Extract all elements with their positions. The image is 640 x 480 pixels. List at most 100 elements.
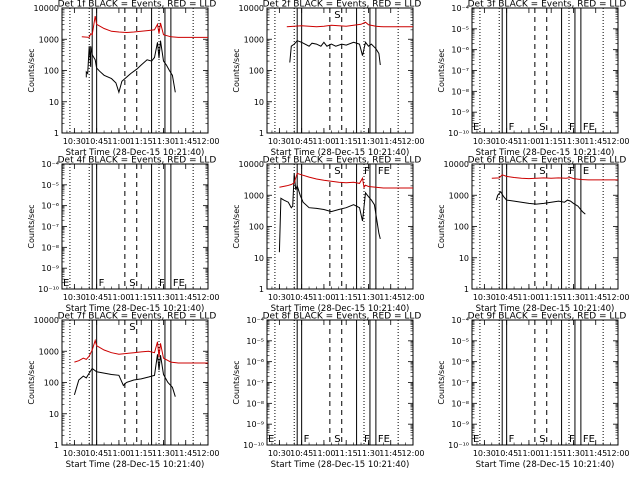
x-tick-label: 11:00 [107, 293, 130, 302]
event-mark-label: S [129, 278, 135, 289]
x-axis-label: Start Time (28-Dec-15 10:21:40) [476, 460, 615, 470]
y-tick-label: 1 [259, 129, 264, 138]
x-tick-label: 11:45 [379, 137, 402, 146]
x-tick-label: 10:30 [268, 137, 291, 146]
x-tick-label: 11:00 [312, 449, 335, 458]
y-tick-label: 100 [44, 67, 59, 76]
x-tick-label: 11:15 [540, 293, 563, 302]
x-tick-label: 11:30 [152, 449, 175, 458]
y-axis-label: Counts/sec [27, 204, 36, 248]
x-axis-label: Start Time (28-Dec-15 10:21:40) [271, 304, 410, 314]
y-tick-label: 10⁻⁵ [246, 337, 264, 346]
event-mark-label: E [268, 434, 274, 445]
event-mark-label: S [129, 322, 135, 333]
y-tick-label: 1 [54, 441, 59, 450]
event-mark-label: FE [378, 166, 390, 177]
event-mark-label: F [569, 166, 575, 177]
y-tick-label: 10⁻⁵ [451, 25, 469, 34]
x-tick-label: 11:00 [312, 137, 335, 146]
y-tick-label: 10⁻⁷ [451, 379, 469, 388]
x-tick-label: 10:30 [268, 449, 291, 458]
x-tick-label: 10:45 [290, 449, 313, 458]
y-tick-label: 100 [44, 379, 59, 388]
x-tick-label: 10:45 [290, 137, 313, 146]
event-mark-label: F [569, 434, 575, 445]
plot-frame [266, 319, 414, 446]
events-series-line [278, 173, 381, 253]
panel-det-3: Det 3f BLACK = Events, RED = LLD 10⁻¹⁰ 10⁻… [437, 0, 630, 158]
event-mark-label: F [509, 122, 515, 133]
y-axis-label: Counts/sec [437, 204, 446, 248]
x-axis-label: Start Time (28-Dec-15 10:21:40) [476, 304, 615, 314]
x-tick-label: 10:30 [473, 137, 496, 146]
x-tick-label: 11:45 [584, 293, 607, 302]
event-mark-label: S [539, 122, 545, 133]
lld-series-line [286, 21, 413, 28]
x-tick-label: 11:30 [562, 293, 585, 302]
y-tick-label: 100 [249, 223, 264, 232]
x-tick-label: 10:30 [473, 293, 496, 302]
y-tick-label: 10000 [239, 160, 264, 169]
x-tick-label: 11:15 [130, 137, 153, 146]
x-tick-label: 11:30 [562, 449, 585, 458]
x-tick-label: 12:00 [401, 293, 424, 302]
event-mark-label: F [364, 434, 370, 445]
event-mark-label: E [473, 434, 479, 445]
y-tick-label: 1 [54, 129, 59, 138]
x-tick-label: 11:00 [107, 137, 130, 146]
x-axis-label: Start Time (28-Dec-15 10:21:40) [476, 148, 615, 158]
event-mark-label: F [99, 278, 105, 289]
panel-title: Det 9f BLACK = Events, RED = LLD [468, 312, 627, 322]
y-tick-label: 1000 [244, 35, 264, 44]
events-series-line [289, 40, 381, 66]
y-tick-label: 10⁻¹⁰ [448, 129, 469, 138]
y-tick-label: 10000 [34, 4, 59, 13]
event-mark-label: FE [583, 434, 595, 445]
y-tick-label: 1000 [39, 347, 59, 356]
y-tick-label: 10⁻⁹ [451, 108, 469, 117]
x-tick-label: 11:45 [174, 293, 197, 302]
plot-frame [61, 163, 209, 290]
x-axis-label: Start Time (28-Dec-15 10:21:40) [66, 148, 205, 158]
event-mark-label: S [539, 434, 545, 445]
panel-det-8: Det 8f BLACK = Events, RED = LLD 10⁻¹⁰ 10⁻… [232, 312, 425, 471]
panel-det-2: Det 2f BLACK = Events, RED = LLD 1 10 100 10… [232, 0, 425, 158]
y-tick-label: 10 [254, 254, 264, 263]
y-tick-label: 10⁻⁶ [246, 358, 264, 367]
x-tick-label: 11:30 [357, 293, 380, 302]
x-tick-label: 11:00 [107, 449, 130, 458]
x-tick-label: 11:15 [335, 449, 358, 458]
panel-det-1: Det 1f BLACK = Events, RED = LLD 1 10 100 10… [27, 0, 220, 158]
x-tick-label: 12:00 [606, 137, 629, 146]
x-axis-label: Start Time (28-Dec-15 10:21:40) [271, 148, 410, 158]
y-axis-label: Counts/sec [232, 360, 241, 404]
event-mark-label: F [364, 166, 370, 177]
y-axis-label: Counts/sec [437, 360, 446, 404]
events-series-line [495, 190, 586, 215]
x-tick-label: 11:45 [174, 137, 197, 146]
y-tick-label: 1 [464, 285, 469, 294]
panel-title: Det 1f BLACK = Events, RED = LLD [58, 0, 217, 10]
x-tick-label: 11:45 [584, 449, 607, 458]
event-mark-label: S [334, 434, 340, 445]
y-tick-label: 10⁻⁹ [41, 264, 59, 273]
y-tick-label: 10⁻⁸ [451, 87, 469, 96]
panel-det-4: Det 4f BLACK = Events, RED = LLD 10⁻¹⁰ 10⁻… [27, 156, 220, 315]
y-tick-label: 10⁻⁶ [41, 202, 59, 211]
y-tick-label: 10⁻⁹ [246, 420, 264, 429]
panel-title: Det 2f BLACK = Events, RED = LLD [263, 0, 422, 10]
y-tick-label: 10⁻¹⁰ [38, 285, 59, 294]
x-tick-label: 11:00 [517, 449, 540, 458]
y-tick-label: 10⁻¹⁰ [243, 441, 264, 450]
y-tick-label: 1000 [244, 191, 264, 200]
y-tick-label: 10⁻⁹ [451, 420, 469, 429]
event-mark-label: S [334, 166, 340, 177]
x-tick-label: 12:00 [401, 137, 424, 146]
x-tick-label: 11:15 [540, 449, 563, 458]
y-tick-label: 10⁻⁴ [451, 316, 469, 325]
y-axis-label: Counts/sec [437, 48, 446, 92]
x-tick-label: 10:30 [268, 293, 291, 302]
y-tick-label: 10⁻⁵ [41, 181, 59, 190]
events-series-line [85, 40, 176, 95]
